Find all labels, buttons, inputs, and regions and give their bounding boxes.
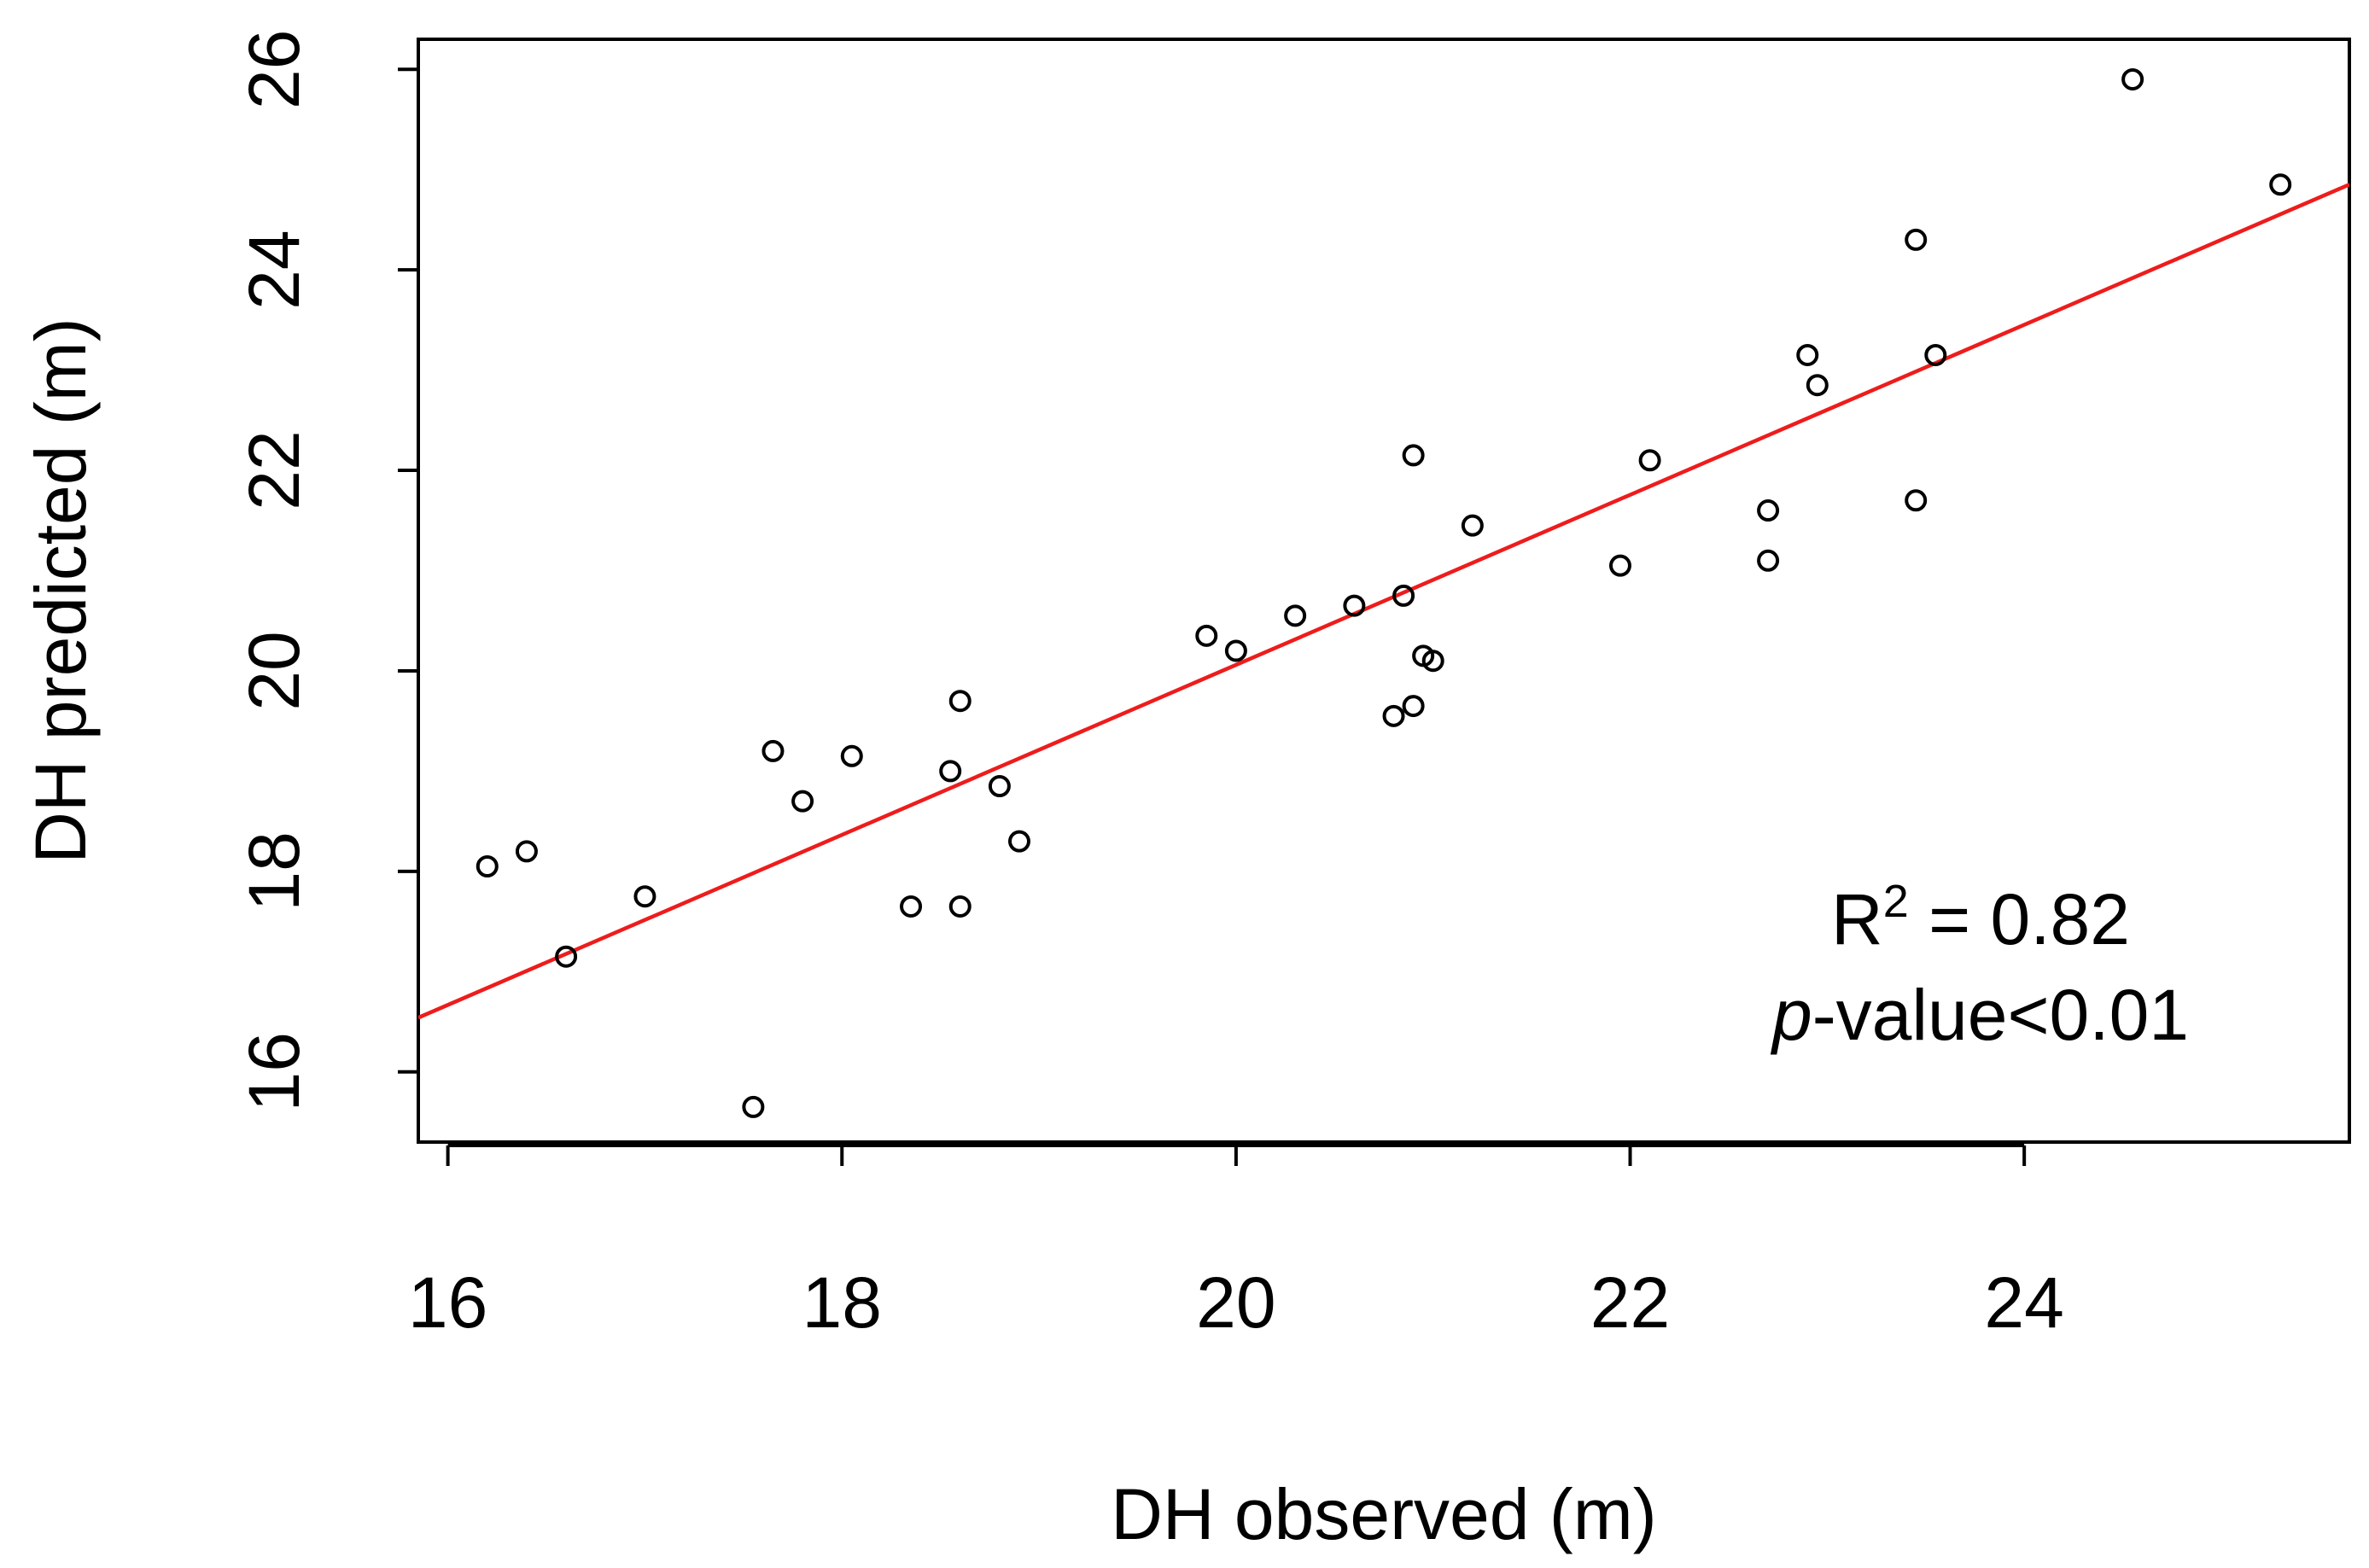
data-point: [1905, 489, 1928, 512]
data-point: [1392, 584, 1415, 607]
y-tick-label: 16: [234, 1032, 314, 1111]
data-point: [1421, 650, 1444, 673]
data-point: [1924, 343, 1947, 366]
r-squared-annotation: R2 = 0.82: [1831, 876, 2130, 959]
y-tick-label: 24: [234, 230, 314, 309]
data-point: [633, 885, 656, 908]
data-point: [900, 895, 923, 918]
p-value-annotation: p-value<0.01: [1770, 975, 2189, 1055]
data-point: [1638, 449, 1661, 472]
data-point: [1608, 554, 1631, 577]
data-point: [1461, 514, 1484, 537]
y-tick-label: 22: [234, 430, 314, 510]
regression-line: [418, 183, 2349, 1020]
data-point: [476, 855, 499, 877]
data-point: [988, 775, 1011, 798]
data-point: [1796, 343, 1819, 366]
data-point: [939, 760, 962, 783]
p-value-letter: p: [1770, 975, 1812, 1055]
data-point: [1382, 704, 1405, 727]
y-axis-title: DH predicted (m): [20, 318, 101, 863]
data-point: [791, 790, 814, 813]
data-point: [1757, 499, 1780, 522]
y-tick-label: 18: [234, 831, 314, 911]
data-point: [948, 895, 972, 918]
p-value-text: -value<0.01: [1812, 975, 2189, 1055]
y-tick-label: 20: [234, 631, 314, 710]
x-tick-label: 20: [1196, 1262, 1275, 1343]
data-point: [1806, 374, 1829, 397]
data-point: [840, 744, 863, 767]
data-point: [1007, 830, 1030, 853]
x-tick-label: 18: [802, 1262, 882, 1343]
y-axis: 16 18 20 22 24 26: [234, 30, 420, 1112]
r-squared-letter: R: [1831, 879, 1883, 959]
fit-line-layer: [418, 183, 2349, 1020]
data-point: [948, 690, 972, 713]
data-point: [1224, 639, 1247, 662]
data-point: [515, 840, 538, 863]
x-tick-label: 16: [408, 1262, 487, 1343]
data-point: [1343, 594, 1366, 617]
r-squared-value: = 0.82: [1909, 879, 2130, 959]
data-point: [761, 739, 785, 762]
data-point: [1757, 549, 1780, 572]
data-point: [1402, 695, 1425, 718]
x-tick-label: 24: [1984, 1262, 2063, 1343]
data-point: [1195, 624, 1218, 647]
data-point: [1905, 228, 1928, 251]
x-tick-label: 22: [1590, 1262, 1670, 1343]
y-tick-label: 26: [234, 30, 314, 109]
data-point: [1402, 444, 1425, 467]
x-axis-title: DH observed (m): [1111, 1474, 1656, 1554]
data-point: [1284, 604, 1307, 627]
data-point: [555, 945, 578, 968]
x-axis: 16 18 20 22 24: [408, 1144, 2064, 1343]
data-point: [2121, 67, 2144, 90]
r-squared-superscript: 2: [1883, 876, 1909, 927]
points-layer: [476, 67, 2292, 1118]
data-point: [2269, 173, 2292, 196]
data-point: [742, 1095, 765, 1118]
